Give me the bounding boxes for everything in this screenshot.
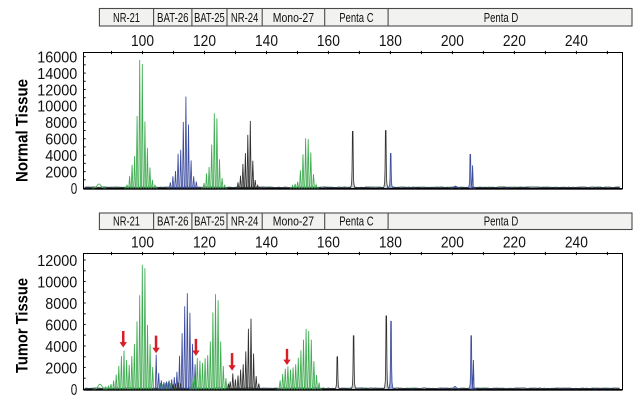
svg-text:Penta C: Penta C: [339, 10, 373, 25]
svg-text:Penta D: Penta D: [484, 214, 519, 229]
svg-text:BAT-26: BAT-26: [157, 214, 189, 229]
svg-text:10000: 10000: [37, 99, 77, 116]
svg-text:4000: 4000: [45, 339, 77, 356]
svg-text:100: 100: [131, 235, 154, 252]
svg-text:120: 120: [193, 235, 216, 252]
svg-text:200: 200: [441, 33, 464, 50]
svg-text:10000: 10000: [37, 274, 77, 291]
svg-text:NR-24: NR-24: [231, 10, 259, 25]
svg-text:16000: 16000: [37, 49, 77, 66]
svg-text:BAT-26: BAT-26: [157, 10, 189, 25]
svg-text:8000: 8000: [45, 296, 77, 313]
svg-text:160: 160: [317, 33, 340, 50]
svg-text:6000: 6000: [45, 317, 77, 334]
svg-text:Penta D: Penta D: [484, 10, 519, 25]
svg-text:6000: 6000: [45, 132, 77, 149]
svg-text:BAT-25: BAT-25: [194, 10, 225, 25]
svg-text:240: 240: [565, 235, 588, 252]
svg-text:0: 0: [71, 382, 78, 399]
svg-text:Mono-27: Mono-27: [273, 214, 314, 229]
svg-text:180: 180: [379, 33, 402, 50]
svg-text:4000: 4000: [45, 148, 77, 165]
svg-text:140: 140: [255, 33, 278, 50]
svg-text:240: 240: [565, 33, 588, 50]
svg-text:100: 100: [131, 33, 154, 50]
svg-text:BAT-25: BAT-25: [194, 214, 225, 229]
svg-text:Mono-27: Mono-27: [273, 10, 314, 25]
svg-text:14000: 14000: [37, 66, 77, 83]
svg-text:NR-21: NR-21: [113, 214, 140, 229]
svg-text:2000: 2000: [45, 360, 77, 377]
svg-text:0: 0: [71, 181, 78, 198]
svg-text:NR-24: NR-24: [231, 214, 259, 229]
svg-text:140: 140: [255, 235, 278, 252]
svg-text:2000: 2000: [45, 164, 77, 181]
svg-text:200: 200: [441, 235, 464, 252]
svg-text:220: 220: [503, 33, 526, 50]
svg-text:220: 220: [503, 235, 526, 252]
svg-text:120: 120: [193, 33, 216, 50]
svg-text:12000: 12000: [37, 82, 77, 99]
svg-text:180: 180: [379, 235, 402, 252]
svg-text:8000: 8000: [45, 115, 77, 132]
svg-text:Normal Tissue: Normal Tissue: [12, 79, 31, 182]
svg-text:NR-21: NR-21: [113, 10, 140, 25]
svg-text:160: 160: [317, 235, 340, 252]
svg-text:Tumor Tissue: Tumor Tissue: [12, 278, 31, 373]
svg-text:Penta C: Penta C: [339, 214, 373, 229]
svg-text:12000: 12000: [37, 253, 77, 270]
